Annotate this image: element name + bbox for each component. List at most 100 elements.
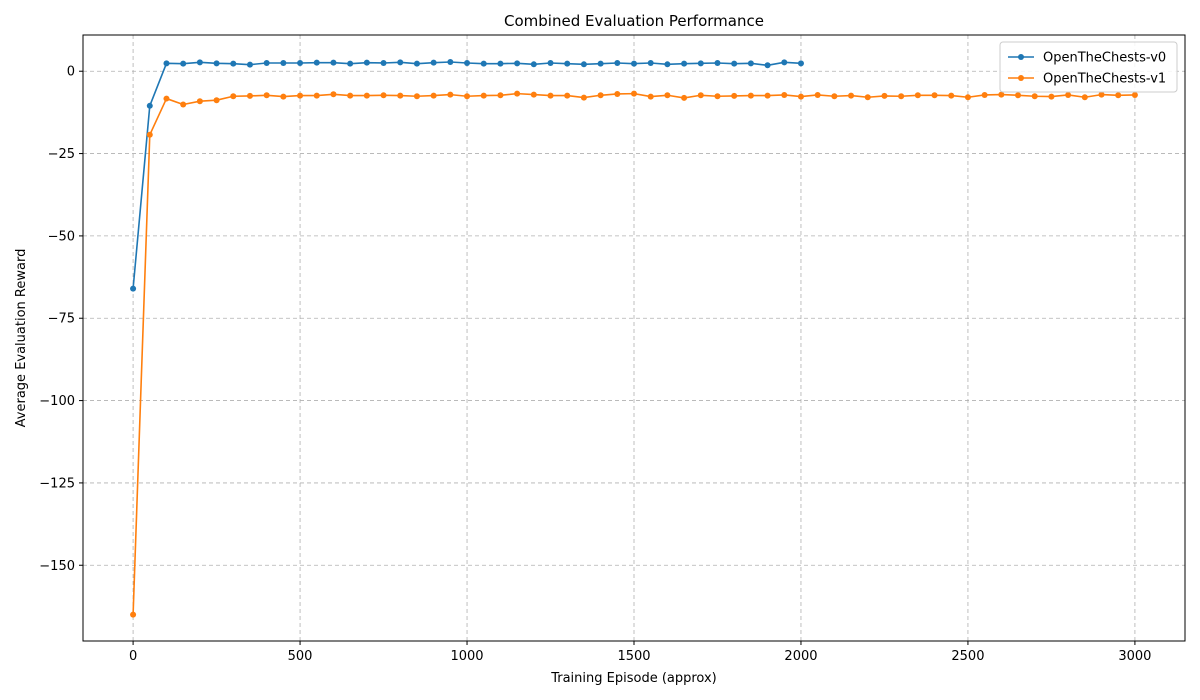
legend-swatch-marker bbox=[1018, 75, 1024, 81]
data-point bbox=[864, 94, 871, 101]
data-point bbox=[848, 92, 855, 99]
data-point bbox=[681, 60, 688, 67]
data-point bbox=[514, 60, 521, 67]
legend: OpenTheChests-v0 OpenTheChests-v1 bbox=[999, 41, 1178, 93]
data-point bbox=[781, 91, 788, 98]
data-point bbox=[363, 92, 370, 99]
data-point bbox=[547, 92, 554, 99]
data-point bbox=[647, 59, 654, 66]
data-point bbox=[564, 60, 571, 67]
data-point bbox=[1031, 93, 1038, 100]
data-point bbox=[614, 59, 621, 66]
data-point bbox=[764, 62, 771, 69]
data-point bbox=[681, 94, 688, 101]
data-point bbox=[480, 60, 487, 67]
data-point bbox=[714, 93, 721, 100]
data-point bbox=[180, 101, 187, 108]
data-point bbox=[180, 60, 187, 67]
data-point bbox=[163, 95, 170, 102]
data-point bbox=[380, 59, 387, 66]
data-point bbox=[497, 92, 504, 99]
data-point bbox=[530, 91, 537, 98]
data-point bbox=[747, 60, 754, 67]
data-point bbox=[1115, 92, 1122, 99]
data-point bbox=[647, 93, 654, 100]
data-point bbox=[781, 59, 788, 66]
data-point bbox=[948, 92, 955, 99]
data-point bbox=[631, 90, 637, 97]
data-point bbox=[731, 92, 738, 99]
data-point bbox=[297, 59, 304, 66]
y-tick-label: −100 bbox=[39, 394, 75, 409]
data-point bbox=[213, 60, 220, 67]
data-point bbox=[280, 93, 287, 100]
data-point bbox=[1048, 93, 1055, 100]
data-point bbox=[714, 59, 721, 66]
y-tick-label: 0 bbox=[67, 65, 75, 80]
data-point bbox=[246, 61, 253, 68]
data-point bbox=[163, 60, 170, 67]
data-point bbox=[1065, 91, 1072, 98]
legend-entry-label: OpenTheChests-v1 bbox=[1043, 72, 1166, 87]
data-point bbox=[464, 93, 471, 100]
data-point bbox=[631, 60, 637, 67]
data-point bbox=[330, 59, 337, 66]
data-point bbox=[196, 98, 203, 105]
data-point bbox=[530, 61, 537, 68]
y-tick-label: −125 bbox=[39, 476, 75, 491]
data-point bbox=[347, 92, 354, 99]
x-tick-label: 1000 bbox=[450, 649, 483, 664]
data-point bbox=[146, 102, 153, 109]
data-point bbox=[213, 97, 220, 104]
data-point bbox=[1081, 94, 1088, 101]
y-axis-label: Average Evaluation Reward bbox=[14, 249, 29, 428]
legend-entry-label: OpenTheChests-v0 bbox=[1043, 51, 1166, 66]
data-point bbox=[397, 92, 404, 99]
data-point bbox=[413, 60, 420, 67]
x-tick-label: 1500 bbox=[617, 649, 650, 664]
x-axis-label: Training Episode (approx) bbox=[550, 671, 717, 686]
axis-ticks: 0 500 1000 1500 2000 2500 3000 0 −25 −50 −75 −100 −1… bbox=[39, 65, 1151, 664]
x-tick-label: 2000 bbox=[784, 649, 817, 664]
data-point bbox=[363, 59, 370, 66]
data-point bbox=[597, 60, 604, 67]
data-point bbox=[313, 92, 320, 99]
data-point bbox=[898, 93, 905, 100]
data-point bbox=[447, 91, 454, 98]
y-tick-label: −25 bbox=[48, 147, 75, 162]
x-tick-label: 0 bbox=[129, 649, 137, 664]
data-point bbox=[313, 59, 320, 66]
data-point bbox=[430, 92, 437, 99]
data-point bbox=[931, 92, 938, 99]
legend-swatch-marker bbox=[1018, 54, 1024, 60]
data-point bbox=[263, 92, 270, 99]
data-point bbox=[380, 92, 387, 99]
x-tick-label: 3000 bbox=[1118, 649, 1151, 664]
grid bbox=[83, 35, 1185, 641]
chart-title: Combined Evaluation Performance bbox=[504, 12, 764, 30]
legend-box bbox=[999, 41, 1178, 93]
data-point bbox=[981, 91, 988, 98]
data-point bbox=[263, 59, 270, 66]
data-point bbox=[797, 60, 804, 67]
y-tick-label: −50 bbox=[48, 229, 75, 244]
data-point bbox=[597, 92, 604, 99]
data-point bbox=[514, 90, 521, 97]
data-point bbox=[580, 61, 587, 68]
data-point bbox=[130, 285, 137, 292]
data-point bbox=[397, 59, 404, 66]
y-tick-label: −75 bbox=[48, 312, 75, 327]
data-point bbox=[580, 94, 587, 101]
data-point bbox=[797, 93, 804, 100]
data-point bbox=[230, 60, 237, 67]
x-tick-label: 2500 bbox=[951, 649, 984, 664]
y-tick-label: −150 bbox=[39, 559, 75, 574]
data-point bbox=[246, 92, 253, 99]
data-point bbox=[731, 60, 738, 67]
data-point bbox=[347, 60, 354, 67]
data-point bbox=[881, 92, 888, 99]
data-point bbox=[964, 94, 971, 101]
data-point bbox=[280, 59, 287, 66]
